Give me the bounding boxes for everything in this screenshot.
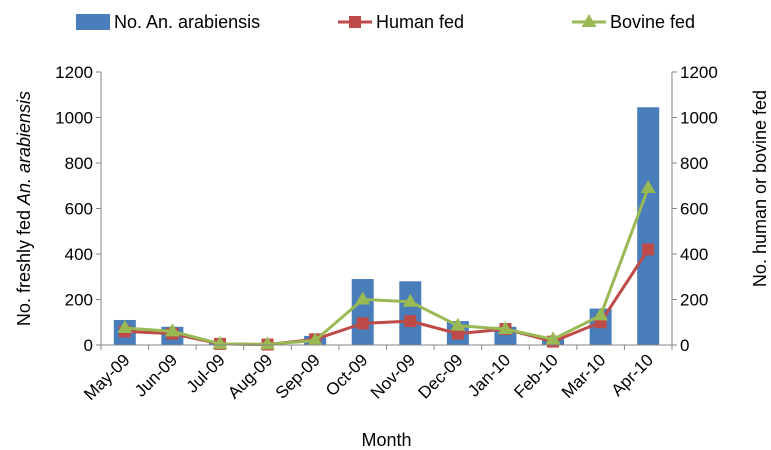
lines-group xyxy=(117,180,656,351)
legend-label: Human fed xyxy=(376,12,464,32)
y-left-tick-label: 0 xyxy=(84,336,93,355)
x-tick-label: Nov-09 xyxy=(367,350,419,402)
y-left-tick-label: 200 xyxy=(65,291,93,310)
triangle-marker xyxy=(260,336,276,350)
triangle-marker xyxy=(402,293,418,307)
y-left-tick-label: 400 xyxy=(65,245,93,264)
triangle-marker xyxy=(307,332,323,346)
y-left-tick-label: 1000 xyxy=(55,109,93,128)
legend-square-marker xyxy=(349,16,361,28)
y-right-tick-label: 600 xyxy=(680,200,708,219)
y-left-tick-label: 1200 xyxy=(55,63,93,82)
y-axis-left-label-italic: An. arabiensis xyxy=(14,91,34,206)
legend-triangle-marker xyxy=(581,14,597,27)
bar xyxy=(351,279,374,345)
bar xyxy=(637,107,660,345)
x-axis-label: Month xyxy=(361,430,411,450)
y-right-tick-label: 1200 xyxy=(680,63,718,82)
y-right-tick-label: 400 xyxy=(680,245,708,264)
square-marker xyxy=(356,317,369,330)
y-axis-left-label-prefix: No. freshly fed xyxy=(14,205,34,326)
x-tick-label: Feb-10 xyxy=(510,350,562,402)
y-left-tick-label: 800 xyxy=(65,154,93,173)
triangle-marker xyxy=(164,323,180,337)
y-axis-left-label: No. freshly fed An. arabiensis xyxy=(14,91,34,326)
triangle-marker xyxy=(640,180,656,194)
x-tick-label: Jan-10 xyxy=(464,350,514,400)
x-tick-label: Jun-09 xyxy=(131,350,181,400)
square-marker xyxy=(642,243,655,256)
x-tick-label: Sep-09 xyxy=(272,350,324,402)
triangle-marker xyxy=(450,317,466,331)
legend-bar-swatch xyxy=(76,14,110,30)
x-tick-label: Oct-09 xyxy=(322,350,372,400)
triangle-marker xyxy=(593,307,609,321)
triangle-marker xyxy=(545,331,561,345)
x-tick-label: Mar-10 xyxy=(558,350,610,402)
x-tick-label: Dec-09 xyxy=(415,350,467,402)
triangle-marker xyxy=(212,335,228,349)
y-right-tick-label: 0 xyxy=(680,336,689,355)
y-left-tick-label: 600 xyxy=(65,200,93,219)
y-right-tick-label: 800 xyxy=(680,154,708,173)
axes-group: 0 0 200 200 400 400 600 600 800 800 1000 1000 1200 12… xyxy=(55,63,718,404)
series-line xyxy=(124,187,650,346)
legend: No. An. arabiensis Human fed Bovine fed xyxy=(76,12,695,32)
bar xyxy=(399,281,422,345)
x-tick-label: Apr-10 xyxy=(608,350,658,400)
bars-group xyxy=(113,107,660,345)
triangle-marker xyxy=(117,319,133,333)
x-tick-label: Aug-09 xyxy=(224,350,276,402)
x-tick-label: Jul-09 xyxy=(183,350,229,396)
square-marker xyxy=(404,315,417,328)
y-axis-right-label: No. human or bovine fed xyxy=(750,90,770,287)
legend-label: No. An. arabiensis xyxy=(114,12,260,32)
triangle-marker xyxy=(497,321,513,335)
x-tick-label: May-09 xyxy=(80,350,134,404)
legend-label: Bovine fed xyxy=(610,12,695,32)
y-right-tick-label: 200 xyxy=(680,291,708,310)
y-right-tick-label: 1000 xyxy=(680,109,718,128)
triangle-marker xyxy=(355,291,371,305)
